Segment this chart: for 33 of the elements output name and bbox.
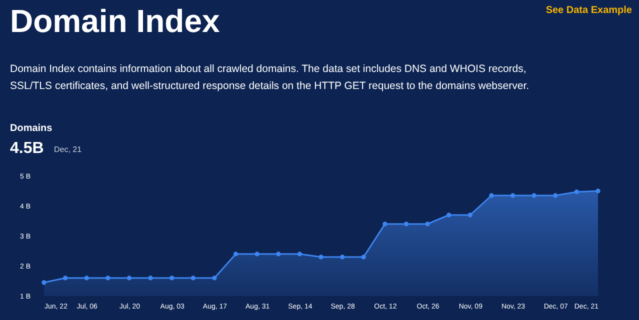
point — [126, 276, 132, 280]
point — [106, 276, 110, 280]
point — [212, 276, 217, 280]
text: See Data Example — [546, 5, 632, 16]
point — [489, 193, 494, 198]
point — [382, 222, 388, 226]
text: 4.5B — [10, 140, 44, 157]
point — [62, 276, 68, 280]
point — [190, 276, 196, 280]
point — [276, 252, 281, 256]
point — [84, 276, 89, 280]
point — [361, 254, 366, 260]
point — [148, 276, 153, 280]
point — [446, 212, 452, 218]
point — [42, 280, 46, 285]
chart-subtitle: Domain Index contains information about all crawled domains. The data set includes DNS and WHOIS records, SSL/TLS certificates, and well-structured response details on the HTTP GET request to the domains webserver. — [10, 63, 530, 92]
point — [170, 276, 174, 280]
point — [532, 193, 536, 198]
point — [297, 252, 302, 256]
point — [553, 193, 558, 198]
point — [468, 212, 472, 218]
point — [318, 254, 324, 260]
chart-title: Domain Index — [10, 3, 220, 39]
y-axis-title: Domains — [10, 123, 53, 134]
point — [596, 188, 600, 194]
point — [233, 252, 238, 256]
point — [574, 190, 580, 194]
point — [510, 193, 516, 198]
point — [340, 254, 345, 260]
point — [425, 222, 430, 226]
text: Dec, 21 — [54, 145, 82, 154]
point — [404, 222, 409, 226]
point — [254, 252, 260, 256]
